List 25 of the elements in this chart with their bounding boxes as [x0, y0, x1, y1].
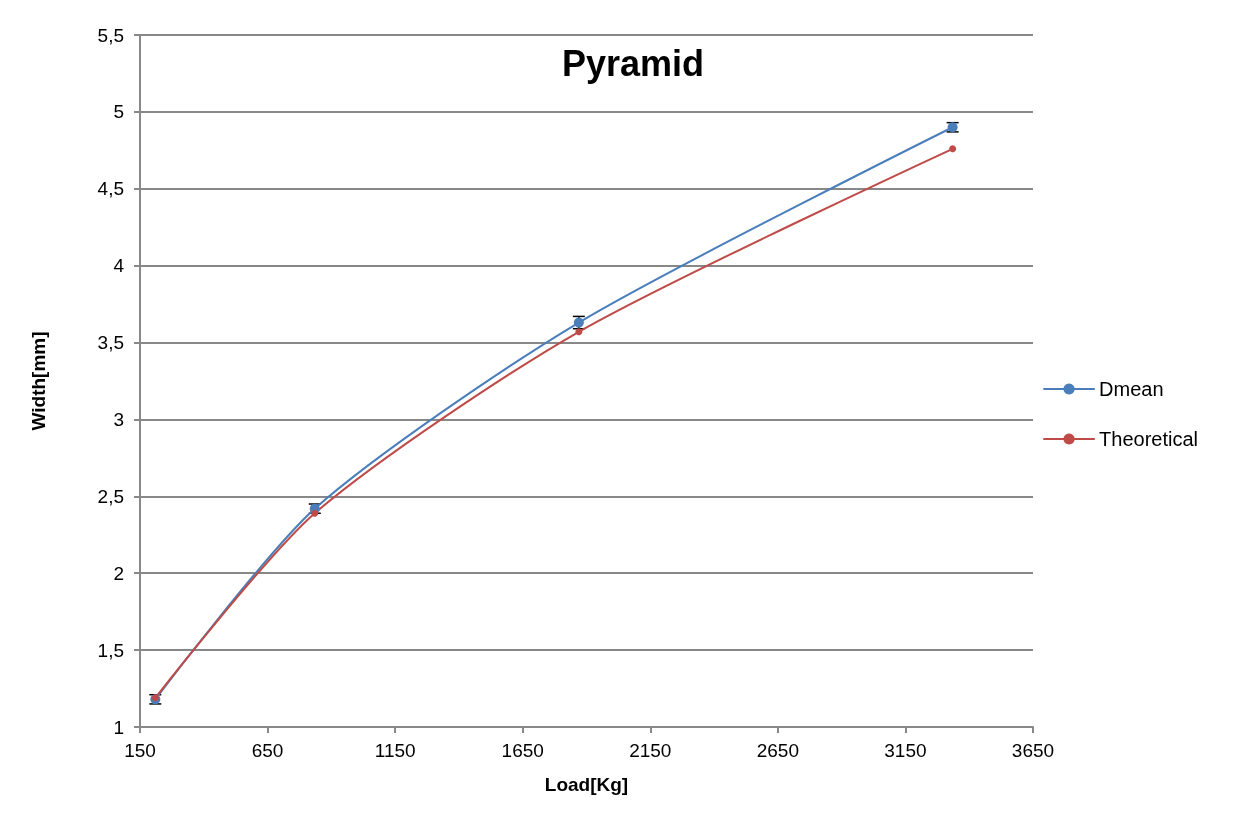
point	[949, 145, 957, 153]
y-tick-label: 3	[113, 408, 124, 430]
y-tick-label: 4	[113, 255, 125, 277]
x-tick-label: 1150	[374, 740, 416, 761]
y-tick-label: 1	[113, 716, 124, 738]
y-axis-title: Width[mm]	[28, 331, 49, 431]
x-tick-label: 650	[251, 740, 284, 761]
legend-label: Dmean	[1099, 378, 1164, 400]
y-tick-label: 2	[113, 562, 124, 584]
y-tick-label: 3,5	[97, 332, 124, 354]
y-tick-label: 2,5	[97, 485, 124, 507]
x-tick-label: 1650	[501, 740, 544, 761]
y-tick-label: 4,5	[97, 178, 124, 200]
x-tick-label: 2150	[629, 740, 672, 761]
y-tick-label: 5	[113, 101, 124, 123]
y-tick-label: 5,5	[97, 24, 124, 46]
legend-label: Theoretical	[1099, 428, 1198, 450]
x-tick-label: 3650	[1011, 740, 1055, 761]
x-axis-title: Load[Kg]	[544, 774, 629, 795]
x-tick-label: 150	[124, 740, 156, 761]
x-tick-label: 2650	[756, 740, 799, 761]
y-tick-label: 1,5	[97, 639, 124, 661]
point	[575, 328, 583, 336]
chart-title: Pyramid	[561, 42, 705, 84]
x-tick-label: 3150	[884, 740, 927, 761]
